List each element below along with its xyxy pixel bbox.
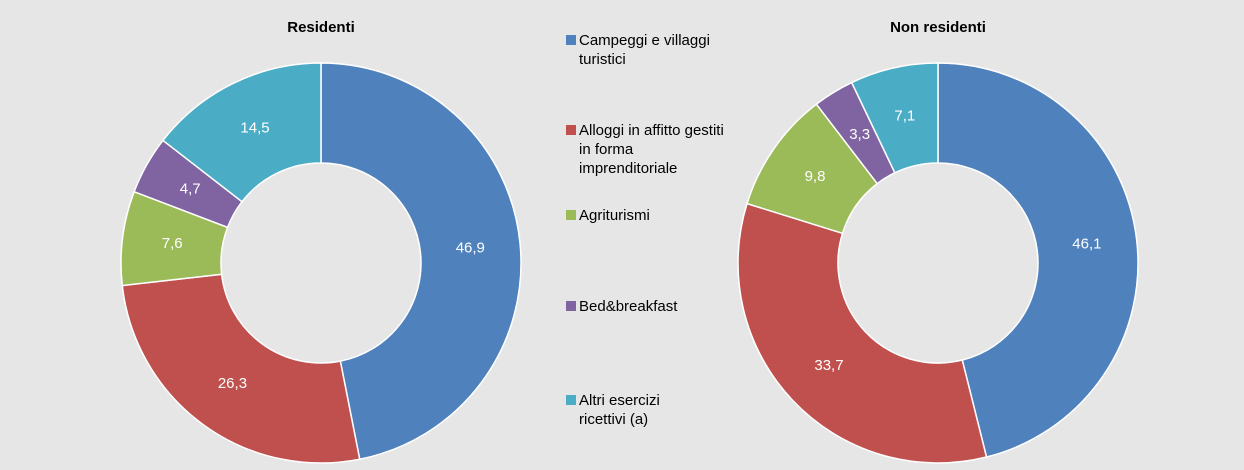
data-label: 46,9 [456, 239, 485, 256]
legend-item: Altri esercizi ricettivi (a) [566, 391, 726, 429]
legend-label: Campeggi e villaggi turistici [579, 32, 710, 68]
legend-item: Alloggi in affitto gestiti in forma impr… [566, 121, 726, 178]
legend-swatch [566, 125, 576, 135]
data-label: 14,5 [240, 119, 269, 136]
chart-title: Non residenti [890, 19, 986, 36]
legend-swatch [566, 395, 576, 405]
legend-item: Campeggi e villaggi turistici [566, 31, 726, 69]
legend-item: Agriturismi [566, 206, 726, 225]
data-label: 46,1 [1072, 236, 1101, 253]
donut-slice [737, 202, 988, 464]
legend-label: Alloggi in affitto gestiti in forma impr… [579, 122, 724, 177]
legend-swatch [566, 35, 576, 45]
donut-slice [937, 62, 1139, 458]
data-label: 33,7 [814, 357, 843, 374]
data-label: 4,7 [180, 180, 201, 197]
legend-swatch [566, 210, 576, 220]
data-label: 7,6 [162, 235, 183, 252]
legend-label: Agriturismi [579, 207, 650, 224]
donut-slice [850, 62, 939, 174]
donut-slice [320, 62, 522, 461]
legend-swatch [566, 301, 576, 311]
data-label: 3,3 [849, 126, 870, 143]
donut-slice [121, 273, 361, 464]
legend-item: Bed&breakfast [566, 297, 726, 316]
data-label: 9,8 [805, 168, 826, 185]
data-label: 26,3 [218, 375, 247, 392]
donut-slice [161, 62, 322, 203]
chart-title: Residenti [287, 19, 355, 36]
legend-label: Altri esercizi ricettivi (a) [579, 392, 660, 428]
legend-label: Bed&breakfast [579, 298, 678, 315]
data-label: 7,1 [894, 108, 915, 125]
